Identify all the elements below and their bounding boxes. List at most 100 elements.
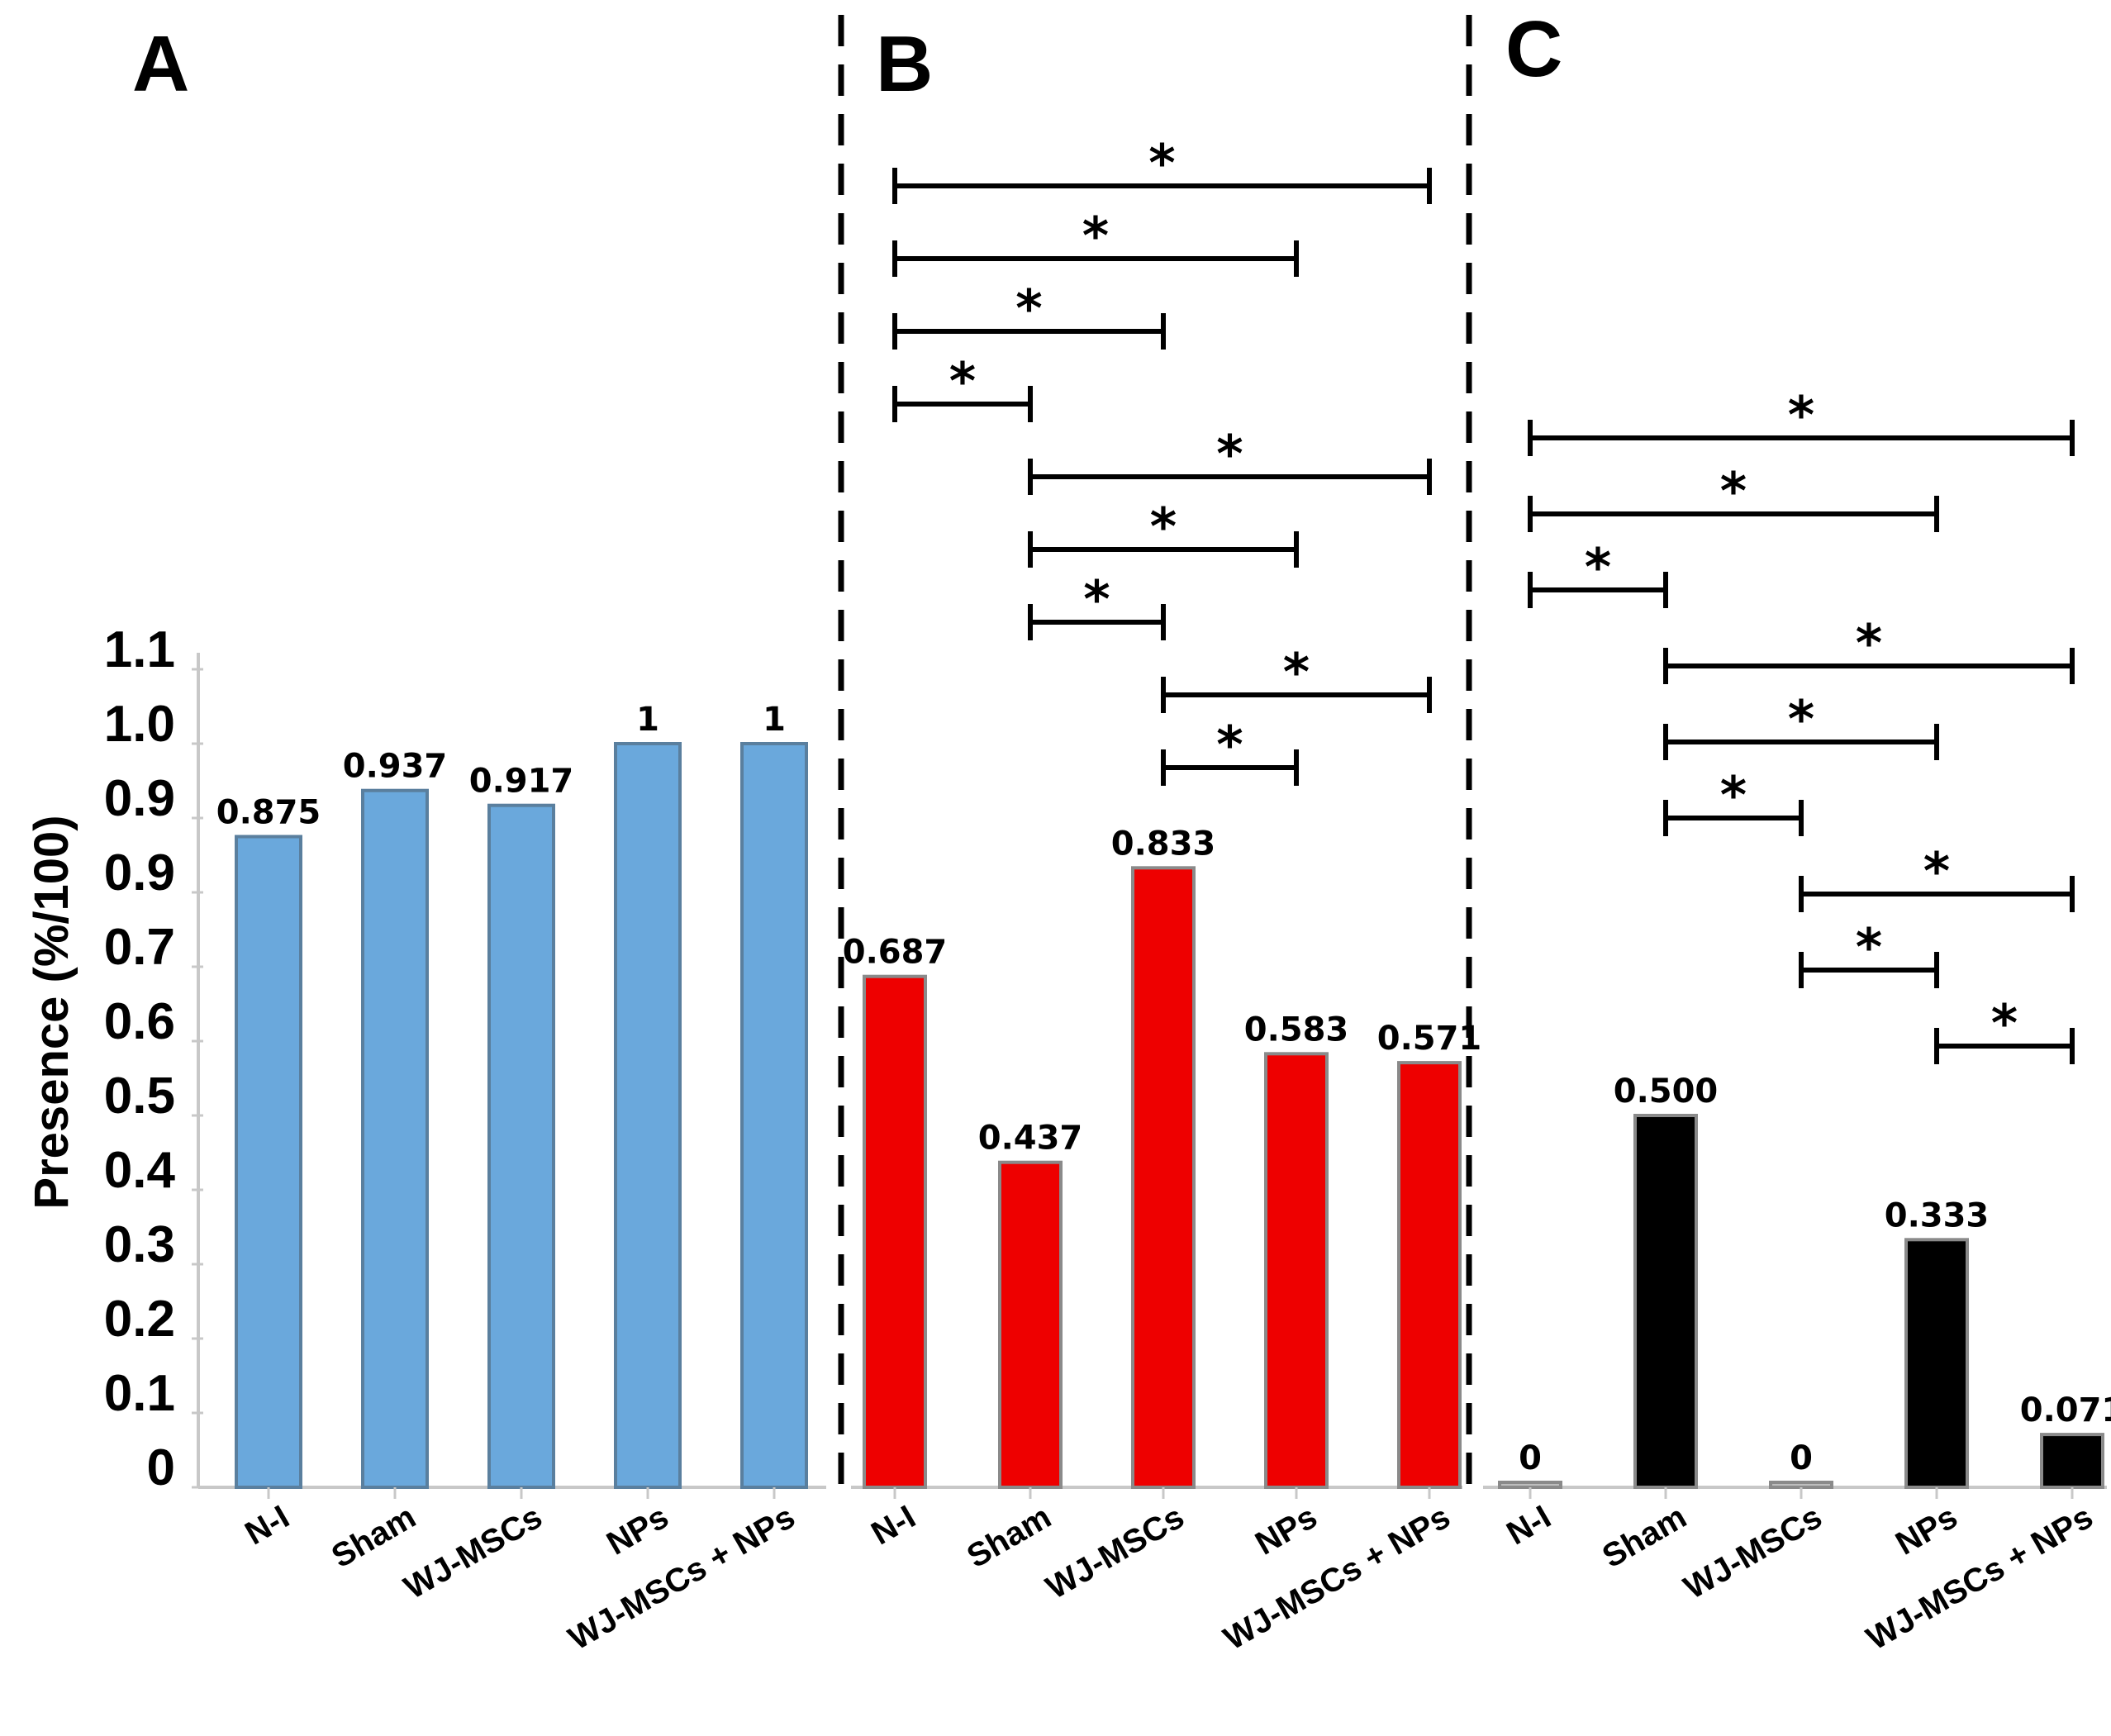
bar-c-4 xyxy=(2040,1433,2104,1489)
significance-bracket: * xyxy=(1161,642,1432,713)
bar-b-3 xyxy=(1264,1052,1329,1490)
significance-star: * xyxy=(1083,569,1110,630)
significance-star: * xyxy=(1788,385,1814,445)
significance-star: * xyxy=(1856,613,1882,673)
y-tick-0-4: 0.4 xyxy=(104,1142,176,1199)
value-label: 0.687 xyxy=(843,934,948,972)
category-label: Sham xyxy=(961,1499,1057,1576)
value-label: 0 xyxy=(1790,1439,1813,1477)
significance-star: * xyxy=(1216,424,1243,484)
value-label: 0.937 xyxy=(343,748,448,786)
significance-star: * xyxy=(1585,537,1611,597)
significance-bracket: * xyxy=(892,278,1166,350)
panel-label-a: A xyxy=(132,20,189,108)
y-tick-0-5: 0.5 xyxy=(104,1068,175,1125)
y-tick-1-1: 1.1 xyxy=(104,621,175,678)
significance-bracket: * xyxy=(1799,917,1939,988)
bar-b-4 xyxy=(1397,1061,1462,1489)
category-label: WJ-MSCs + NPs xyxy=(1218,1499,1457,1658)
category-label: WJ-MSCs xyxy=(1040,1499,1191,1606)
significance-star: * xyxy=(1015,278,1042,339)
category-label: N-I xyxy=(865,1499,921,1553)
category-label: WJ-MSCs + NPs xyxy=(1861,1499,2099,1658)
category-label: N-I xyxy=(1500,1499,1557,1553)
value-label: 0.333 xyxy=(1885,1196,1990,1234)
bar-c-1 xyxy=(1633,1114,1698,1489)
panel-a: 0.875 N-I 0.937 Sham 0.917 WJ-MSCs 1 NPs 1 WJ-MSC… xyxy=(192,668,826,1658)
bar-a-4 xyxy=(740,742,808,1489)
y-tick-0-9: 0.9 xyxy=(104,770,175,827)
significance-bracket: * xyxy=(1663,613,2075,684)
significance-star: * xyxy=(1720,461,1747,521)
significance-bracket: * xyxy=(1528,537,1668,608)
value-label: 0.917 xyxy=(469,763,574,801)
value-label: 0.833 xyxy=(1111,825,1216,863)
bar-b-2 xyxy=(1131,866,1196,1490)
bar-a-3 xyxy=(614,742,682,1489)
significance-star: * xyxy=(1082,206,1109,266)
significance-star: * xyxy=(1148,133,1175,193)
significance-bracket: * xyxy=(892,206,1299,277)
y-tick-0-6: 0.6 xyxy=(104,993,175,1050)
significance-star: * xyxy=(1150,497,1177,557)
significance-star: * xyxy=(1216,715,1243,775)
bar-c-0 xyxy=(1498,1481,1562,1489)
significance-star: * xyxy=(949,351,976,411)
y-tick-0-1: 0.1 xyxy=(104,1365,175,1422)
significance-bracket: * xyxy=(1528,385,2075,456)
value-label: 1 xyxy=(636,701,659,739)
bar-a-0 xyxy=(235,835,302,1489)
panel-label-b: B xyxy=(876,20,933,108)
significance-bracket: * xyxy=(1028,424,1432,495)
value-label: 0.437 xyxy=(978,1120,1083,1158)
significance-bracket: * xyxy=(1161,715,1299,786)
significance-bracket: * xyxy=(1663,689,1939,760)
category-label: Sham xyxy=(326,1499,421,1576)
value-label: 0.583 xyxy=(1244,1011,1349,1049)
y-tick-labels: 0 0.1 0.2 0.3 0.4 0.5 0.6 0.7 0.9 0.9 1.… xyxy=(104,621,176,1496)
category-label: N-I xyxy=(239,1499,295,1553)
significance-star: * xyxy=(1720,765,1747,825)
y-tick-0: 0 xyxy=(147,1439,175,1496)
significance-bracket: * xyxy=(1028,569,1166,640)
category-label: NPs xyxy=(1890,1499,1963,1562)
value-label: 0.071 xyxy=(2020,1391,2111,1429)
value-label: 0 xyxy=(1519,1439,1542,1477)
y-tick-0-8: 0.9 xyxy=(104,844,175,901)
significance-bracket: * xyxy=(1528,461,1939,532)
y-tick-1-0: 1.0 xyxy=(104,696,175,753)
panel-label-c: C xyxy=(1505,5,1562,93)
significance-bracket: * xyxy=(892,133,1432,204)
category-label: WJ-MSCs xyxy=(398,1499,549,1606)
y-tick-0-2: 0.2 xyxy=(104,1291,175,1348)
significance-star: * xyxy=(1856,917,1882,977)
y-tick-0-7: 0.7 xyxy=(104,919,175,976)
value-label: 0.875 xyxy=(216,794,321,832)
category-label: Sham xyxy=(1596,1499,1692,1576)
significance-bracket: * xyxy=(1663,765,1804,836)
chart-marks: 0.875 N-I 0.937 Sham 0.917 WJ-MSCs 1 NPs 1 WJ-MSC… xyxy=(192,133,2111,1658)
significance-bracket: * xyxy=(1799,841,2075,912)
significance-star: * xyxy=(1283,642,1310,702)
bar-a-2 xyxy=(487,803,555,1489)
y-tick-0-3: 0.3 xyxy=(104,1216,175,1273)
panel-c: 0 N-I 0.500 Sham 0 WJ-MSCs 0.333 NPs 0.071 WJ-MSC… xyxy=(1483,385,2111,1658)
significance-bracket: * xyxy=(1028,497,1299,568)
category-label: NPs xyxy=(601,1499,674,1562)
significance-star: * xyxy=(1991,993,2018,1053)
significance-bracket: * xyxy=(892,351,1033,422)
category-label: WJ-MSCs + NPs xyxy=(563,1499,801,1658)
category-label: WJ-MSCs xyxy=(1678,1499,1828,1606)
bar-c-2 xyxy=(1769,1481,1833,1489)
bar-b-1 xyxy=(998,1160,1063,1489)
significance-star: * xyxy=(1923,841,1950,901)
bar-b-0 xyxy=(863,974,927,1489)
value-label: 0.500 xyxy=(1614,1073,1719,1111)
category-label: NPs xyxy=(1249,1499,1323,1562)
significance-bracket: * xyxy=(1934,993,2075,1064)
bar-c-3 xyxy=(1904,1238,1969,1490)
significance-star: * xyxy=(1788,689,1814,749)
bar-a-1 xyxy=(361,788,429,1489)
value-label: 1 xyxy=(763,701,786,739)
